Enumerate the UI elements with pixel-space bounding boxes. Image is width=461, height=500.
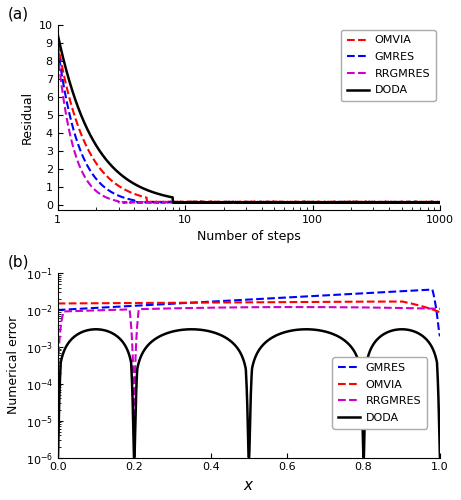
X-axis label: $x$: $x$ xyxy=(243,478,254,493)
OMVIA xyxy=(426,199,432,205)
OMVIA xyxy=(437,199,443,205)
GMRES xyxy=(430,286,435,292)
OMVIA xyxy=(55,300,60,306)
RRGMRES xyxy=(230,199,236,205)
RRGMRES xyxy=(437,306,443,312)
GMRES xyxy=(426,199,432,205)
DODA xyxy=(304,326,309,332)
RRGMRES xyxy=(124,306,130,312)
RRGMRES xyxy=(437,200,443,205)
RRGMRES xyxy=(356,200,362,205)
OMVIA xyxy=(426,199,432,205)
RRGMRES xyxy=(131,454,137,460)
Line: DODA: DODA xyxy=(58,34,440,203)
GMRES xyxy=(304,294,309,300)
GMRES xyxy=(201,299,207,305)
GMRES xyxy=(426,199,432,205)
DODA xyxy=(241,200,246,205)
OMVIA xyxy=(124,300,130,306)
GMRES xyxy=(340,292,346,298)
OMVIA xyxy=(201,300,207,306)
GMRES xyxy=(369,290,375,296)
OMVIA xyxy=(399,298,405,304)
DODA xyxy=(437,454,443,460)
Legend: OMVIA, GMRES, RRGMRES, DODA: OMVIA, GMRES, RRGMRES, DODA xyxy=(341,30,436,101)
Line: RRGMRES: RRGMRES xyxy=(58,307,440,458)
RRGMRES xyxy=(294,304,299,310)
RRGMRES xyxy=(426,200,432,205)
Text: (b): (b) xyxy=(8,254,30,270)
Text: (a): (a) xyxy=(8,7,29,22)
DODA xyxy=(55,454,60,460)
RRGMRES xyxy=(74,157,80,163)
DODA xyxy=(369,344,375,349)
DODA xyxy=(124,346,130,352)
DODA xyxy=(426,200,432,205)
Line: DODA: DODA xyxy=(58,330,440,458)
DODA xyxy=(283,200,288,206)
Legend: GMRES, OMVIA, RRGMRES, DODA: GMRES, OMVIA, RRGMRES, DODA xyxy=(332,358,427,428)
RRGMRES xyxy=(241,200,246,205)
DODA xyxy=(284,328,290,334)
Y-axis label: Numerical error: Numerical error xyxy=(7,316,20,414)
Y-axis label: Residual: Residual xyxy=(20,91,33,144)
Line: GMRES: GMRES xyxy=(58,290,440,336)
RRGMRES xyxy=(201,305,207,311)
X-axis label: Number of steps: Number of steps xyxy=(197,230,301,243)
RRGMRES xyxy=(340,304,346,310)
RRGMRES xyxy=(284,304,290,310)
GMRES xyxy=(241,199,246,205)
DODA xyxy=(426,199,432,205)
GMRES xyxy=(74,138,80,144)
RRGMRES xyxy=(55,418,60,424)
DODA xyxy=(55,32,60,38)
OMVIA xyxy=(55,40,60,46)
DODA xyxy=(356,199,362,205)
DODA xyxy=(201,327,207,333)
Line: RRGMRES: RRGMRES xyxy=(58,52,440,203)
DODA xyxy=(437,200,443,205)
GMRES xyxy=(55,44,60,50)
GMRES xyxy=(124,303,130,309)
OMVIA xyxy=(340,299,346,305)
RRGMRES xyxy=(426,199,432,205)
DODA xyxy=(230,200,236,205)
DODA xyxy=(74,102,80,108)
GMRES xyxy=(55,307,60,313)
GMRES xyxy=(289,200,294,205)
GMRES xyxy=(437,333,443,339)
RRGMRES xyxy=(304,304,309,310)
OMVIA xyxy=(369,298,375,304)
OMVIA xyxy=(241,199,246,205)
OMVIA xyxy=(437,310,443,316)
DODA xyxy=(340,336,346,342)
OMVIA xyxy=(356,200,362,205)
GMRES xyxy=(284,294,290,300)
RRGMRES xyxy=(369,304,375,310)
GMRES xyxy=(437,200,443,205)
OMVIA xyxy=(284,299,290,305)
Line: GMRES: GMRES xyxy=(58,47,440,203)
Line: OMVIA: OMVIA xyxy=(58,44,440,203)
OMVIA xyxy=(304,299,309,305)
GMRES xyxy=(356,199,362,205)
GMRES xyxy=(230,199,236,205)
RRGMRES xyxy=(296,200,301,205)
OMVIA xyxy=(263,200,268,205)
RRGMRES xyxy=(55,50,60,56)
Line: OMVIA: OMVIA xyxy=(58,302,440,312)
OMVIA xyxy=(230,199,236,205)
OMVIA xyxy=(74,120,80,126)
DODA xyxy=(93,326,99,332)
